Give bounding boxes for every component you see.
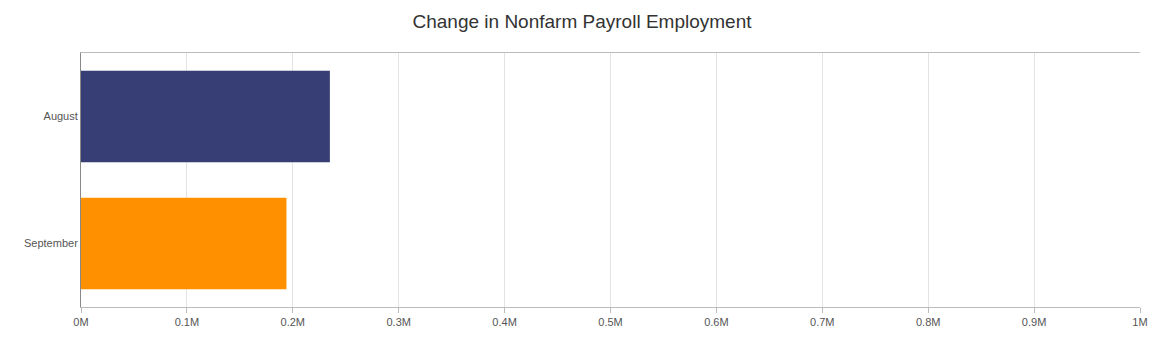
svg-text:0.2M: 0.2M	[281, 316, 305, 328]
svg-text:0.6M: 0.6M	[704, 316, 728, 328]
svg-text:1M: 1M	[1132, 316, 1147, 328]
svg-text:August: August	[44, 110, 78, 122]
svg-text:0.1M: 0.1M	[175, 316, 199, 328]
svg-text:0.5M: 0.5M	[598, 316, 622, 328]
svg-text:Change in Nonfarm Payroll Empl: Change in Nonfarm Payroll Employment	[413, 11, 753, 32]
svg-text:0.4M: 0.4M	[492, 316, 516, 328]
svg-text:0.8M: 0.8M	[916, 316, 940, 328]
svg-text:September: September	[24, 237, 78, 249]
svg-text:0.7M: 0.7M	[810, 316, 834, 328]
svg-text:0M: 0M	[73, 316, 88, 328]
svg-text:0.9M: 0.9M	[1022, 316, 1046, 328]
svg-text:0.3M: 0.3M	[386, 316, 410, 328]
